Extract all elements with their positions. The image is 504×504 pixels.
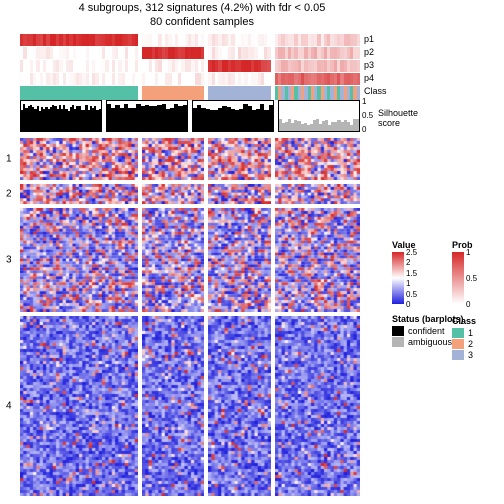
heatmap-rowgroup-3: 3 (20, 208, 360, 312)
heatmap-rowlabel-3: 3 (6, 255, 12, 266)
heatmap-rowgroup-4: 4 (20, 316, 360, 496)
prob-legend-area: Prob10.50Class123 (452, 240, 502, 370)
annotation-label-class: Class (364, 86, 387, 96)
annotation-row-class: Class (20, 86, 360, 100)
prob-colorbar (452, 252, 464, 304)
annotation-row-p2: p2 (20, 47, 360, 59)
legend-swatch (452, 339, 464, 349)
legend-class: Class 123 (452, 316, 502, 360)
annotation-label-p4: p4 (364, 73, 374, 83)
legend-class-item-1: 1 (452, 328, 502, 338)
silhouette-area (20, 100, 360, 132)
legend-label: ambiguous (408, 337, 452, 347)
legend-swatch (392, 326, 404, 336)
legend-class-title: Class (452, 316, 502, 326)
legend-class-item-2: 2 (452, 339, 502, 349)
heatmap-rowlabel-2: 2 (6, 188, 12, 199)
silhouette-group-2 (106, 100, 188, 132)
heatmap-rowlabel-1: 1 (6, 153, 12, 164)
legend-label: 2 (468, 339, 473, 349)
heatmap-rowgroup-1: 1 (20, 138, 360, 180)
annotation-row-p4: p4 (20, 73, 360, 85)
annotation-label-p1: p1 (364, 34, 374, 44)
legend-class-item-3: 3 (452, 350, 502, 360)
heatmap-rowlabel-4: 4 (6, 401, 12, 412)
annotation-label-p2: p2 (364, 47, 374, 57)
legend-label: 1 (468, 328, 473, 338)
silhouette-label: Silhouettescore (378, 108, 418, 128)
legend-swatch (452, 350, 464, 360)
silhouette-group-1 (20, 100, 102, 132)
silhouette-group-3 (192, 100, 274, 132)
silhouette-group-4 (278, 100, 360, 132)
value-colorbar (392, 252, 404, 304)
legend-swatch (392, 337, 404, 347)
legend-label: confident (408, 326, 445, 336)
heatmap-rowgroup-2: 2 (20, 184, 360, 205)
title-line1: 4 subgroups, 312 signatures (4.2%) with … (20, 2, 384, 14)
annotation-area: p1p2p3p4Class (20, 34, 360, 101)
annotation-label-p3: p3 (364, 60, 374, 70)
heatmap-area: 1 2 34 (20, 138, 360, 496)
legend-label: 3 (468, 350, 473, 360)
title-line2: 80 confident samples (20, 16, 384, 28)
legend-prob-title: Prob (452, 240, 502, 250)
annotation-row-p1: p1 (20, 34, 360, 46)
legend-swatch (452, 328, 464, 338)
annotation-row-p3: p3 (20, 60, 360, 72)
